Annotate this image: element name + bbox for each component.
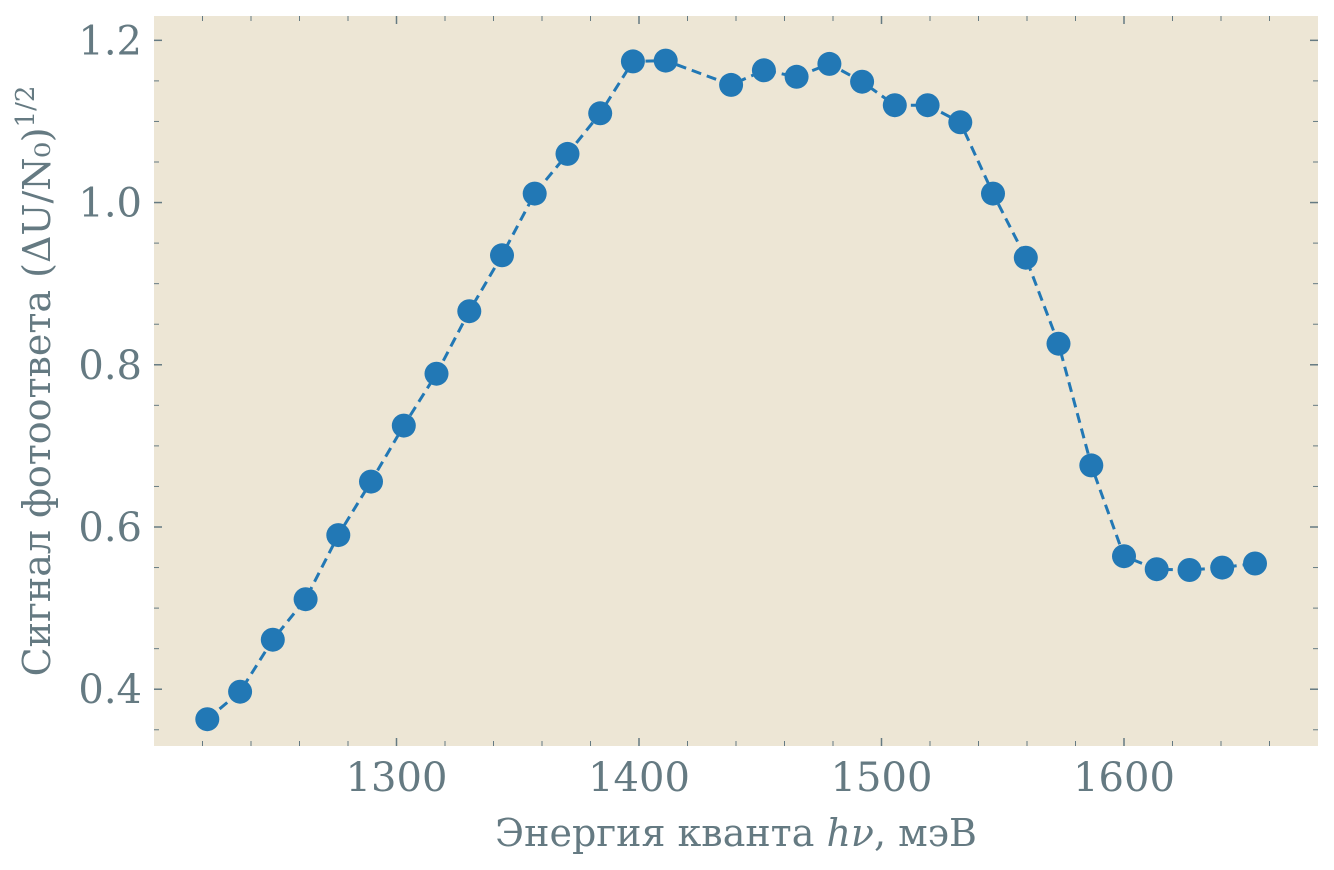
data-point <box>948 110 973 135</box>
y-axis-tick-labels: 0.4 0.6 0.8 1.0 1.2 <box>78 18 142 713</box>
x-tick-label: 1300 <box>346 755 448 801</box>
data-point <box>1177 558 1202 582</box>
x-axis-ticks <box>202 16 1270 746</box>
data-point <box>260 627 285 652</box>
x-tick-label: 1500 <box>831 755 933 801</box>
y-tick-label: 1.0 <box>78 181 142 227</box>
data-point <box>620 49 645 74</box>
x-axis-label: Энергия кванта hν, мэВ <box>495 811 977 855</box>
y-tick-label: 0.8 <box>78 343 142 389</box>
data-point <box>817 51 842 76</box>
data-point <box>1013 245 1038 270</box>
y-tick-label: 0.4 <box>78 667 142 713</box>
data-point <box>1079 453 1104 478</box>
data-point <box>522 181 547 206</box>
data-point <box>915 93 940 118</box>
data-point <box>1046 331 1071 356</box>
data-point <box>555 141 580 166</box>
x-axis-label-text: Энергия кванта <box>495 811 826 855</box>
data-point <box>1210 555 1235 580</box>
y-tick-label: 1.2 <box>78 18 142 64</box>
data-point <box>424 361 449 386</box>
data-point <box>751 58 776 83</box>
data-point <box>588 101 613 126</box>
data-point <box>195 707 220 732</box>
data-point <box>981 181 1005 206</box>
data-point <box>719 72 744 97</box>
data-point <box>850 69 875 94</box>
data-point <box>1112 544 1136 569</box>
data-point <box>784 64 809 89</box>
data-point <box>490 243 514 268</box>
data-point <box>653 48 678 73</box>
y-axis-label-text: Сигнал фотоответа (ΔU/N₀) <box>15 127 59 676</box>
x-axis-label-suffix: , мэВ <box>874 811 977 855</box>
x-axis-label-math: hν <box>826 811 874 855</box>
y-axis-ticks <box>154 39 1318 731</box>
data-point <box>359 469 383 494</box>
y-tick-label: 0.6 <box>78 505 142 551</box>
data-point <box>457 299 482 324</box>
data-point <box>326 523 351 548</box>
data-point <box>882 93 907 118</box>
y-axis-label-sup: 1/2 <box>11 86 41 128</box>
data-point <box>391 413 416 438</box>
plot-area <box>154 16 1318 746</box>
data-point <box>1243 551 1267 576</box>
y-axis-label: Сигнал фотоответа (ΔU/N₀)1/2 <box>11 86 59 677</box>
x-tick-label: 1600 <box>1073 755 1175 801</box>
x-tick-label: 1400 <box>588 755 690 801</box>
data-point <box>1144 557 1169 582</box>
series-markers <box>195 48 1267 732</box>
series-line <box>206 59 1256 721</box>
x-axis-tick-labels: 1300 1400 1500 1600 <box>346 755 1175 801</box>
data-point <box>293 587 318 612</box>
data-point <box>228 679 253 704</box>
